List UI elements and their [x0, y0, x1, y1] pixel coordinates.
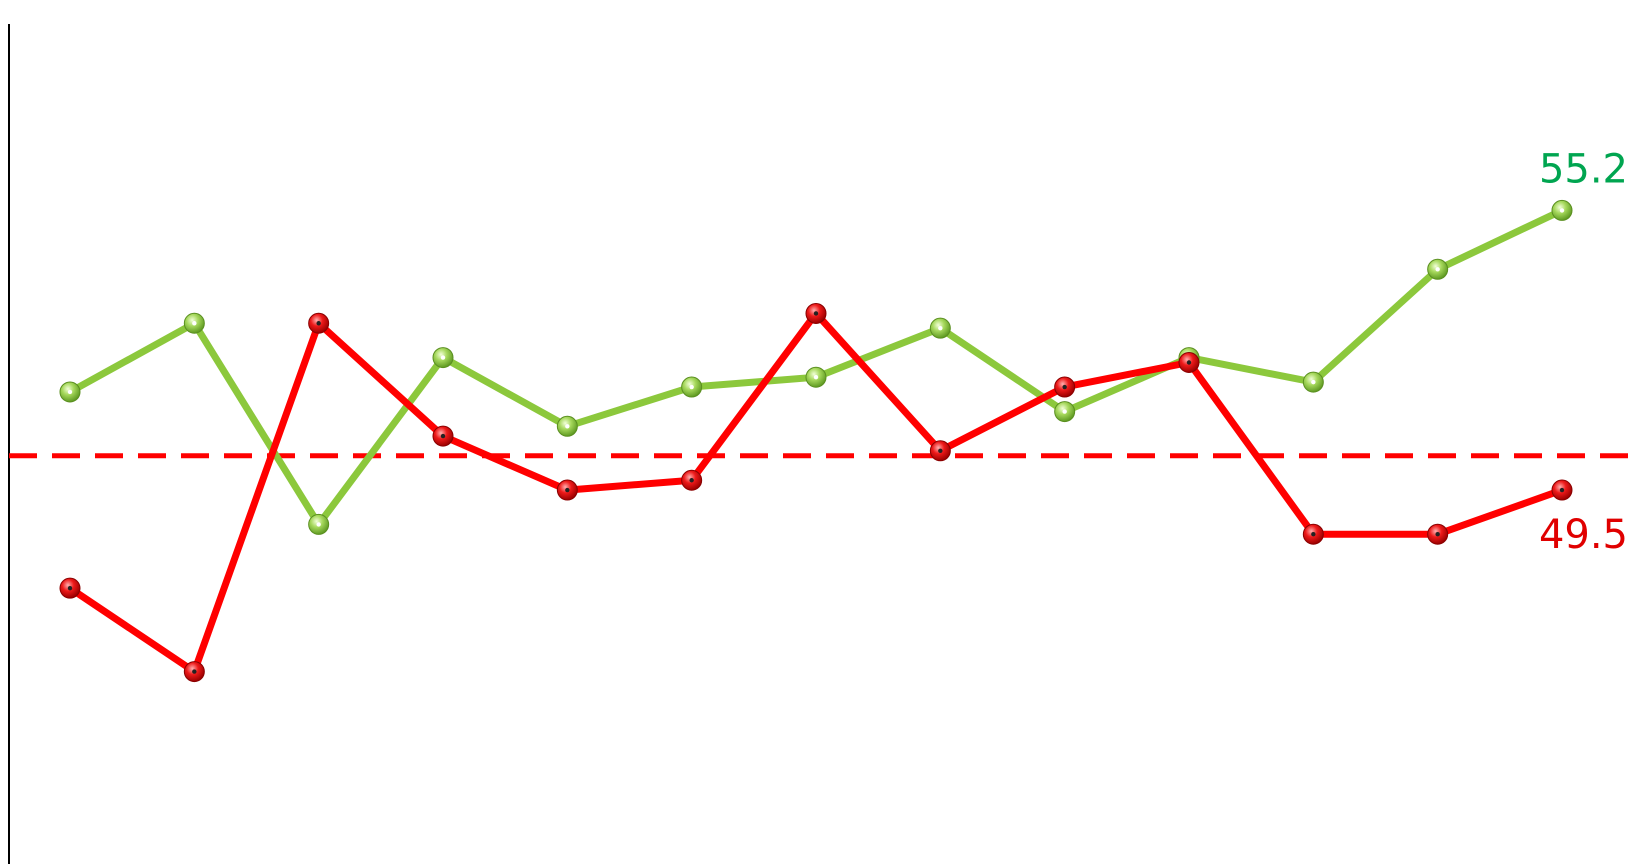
series-2-point-2-highlight [192, 669, 197, 674]
series-2-point-8-highlight [938, 448, 943, 454]
series-2-point-11-highlight [1311, 532, 1316, 537]
series-2-point-7-highlight [813, 311, 819, 316]
series-1-point-6-highlight [689, 384, 694, 390]
series-1-point-7-highlight [813, 375, 819, 380]
series-1-end-label: 55.2 [1539, 146, 1628, 192]
series-2 [59, 302, 1573, 683]
series-2-point-9-highlight [1062, 384, 1067, 390]
series-2-point-3-highlight [316, 321, 321, 326]
series-1-point-4-highlight [440, 355, 446, 360]
series-2-point-10-highlight [1186, 360, 1192, 365]
series-1-point-8-highlight [938, 325, 943, 331]
series-1-point-5-highlight [565, 424, 570, 429]
series-2-point-6-highlight [689, 478, 694, 483]
series-1-point-2-highlight [192, 321, 197, 326]
series-2-point-1-highlight [67, 585, 73, 591]
series-2-point-12-highlight [1435, 532, 1440, 537]
series-1-point-12-highlight [1435, 267, 1440, 272]
series-layer: 55.2 49.5 [59, 146, 1628, 683]
series-2-point-4-highlight [440, 433, 446, 439]
series-1-point-11-highlight [1311, 379, 1316, 385]
series-2-point-5-highlight [565, 487, 570, 493]
series-1-point-13-highlight [1559, 208, 1565, 213]
series-2-point-13-highlight [1559, 487, 1565, 493]
series-1-point-9-highlight [1062, 409, 1067, 414]
series-1-point-1-highlight [67, 389, 73, 395]
series-2-end-label: 49.5 [1539, 512, 1628, 558]
series-1-point-3-highlight [316, 522, 321, 527]
series-1 [59, 199, 1573, 535]
